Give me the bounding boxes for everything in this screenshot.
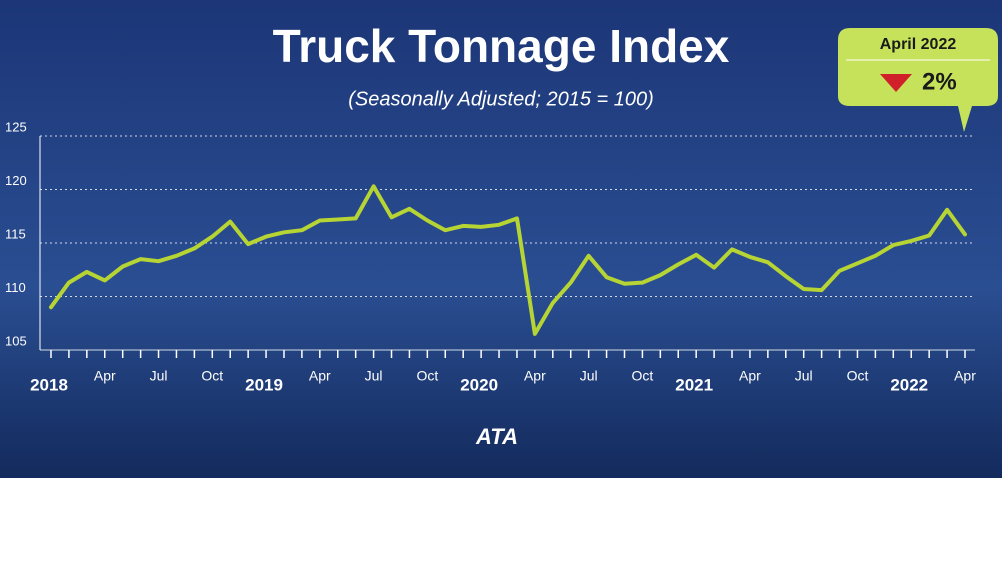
x-tick-label: 2019 — [245, 375, 283, 394]
x-tick-label: Jul — [365, 368, 383, 384]
x-tick-label: 2021 — [675, 375, 713, 394]
y-tick-label: 120 — [5, 173, 27, 188]
data-line — [49, 184, 967, 336]
x-tick-label: 2020 — [460, 375, 498, 394]
y-tick-label: 125 — [5, 119, 27, 134]
x-tick-label: Apr — [524, 368, 546, 384]
callout-arrow — [880, 74, 912, 92]
x-tick-label: Jul — [580, 368, 598, 384]
x-tick-label: Jul — [150, 368, 168, 384]
y-tick-label: 115 — [5, 226, 26, 241]
callout-change: 2% — [922, 68, 957, 95]
x-tick-label: Oct — [416, 368, 438, 384]
x-tick-label: Apr — [954, 368, 976, 384]
callout: April 2022 2% — [838, 28, 998, 132]
y-tick-label: 105 — [5, 333, 27, 348]
x-tick-label: Oct — [847, 368, 869, 384]
x-tick-label: Apr — [309, 368, 331, 384]
x-tick-label: Apr — [94, 368, 116, 384]
x-tick-label: 2018 — [30, 375, 68, 394]
y-tick-label: 110 — [5, 280, 26, 295]
x-tick-label: 2022 — [890, 375, 928, 394]
x-tick-label: Oct — [201, 368, 223, 384]
x-tick-label: Oct — [632, 368, 654, 384]
callout-box — [838, 28, 998, 132]
x-tick-label: Jul — [795, 368, 813, 384]
x-tick-label: Apr — [739, 368, 761, 384]
chart-title: Truck Tonnage Index — [273, 20, 730, 72]
logo: ATA — [475, 424, 518, 449]
chart-subtitle: (Seasonally Adjusted; 2015 = 100) — [348, 88, 654, 110]
callout-period: April 2022 — [880, 36, 957, 53]
background — [0, 0, 1002, 478]
